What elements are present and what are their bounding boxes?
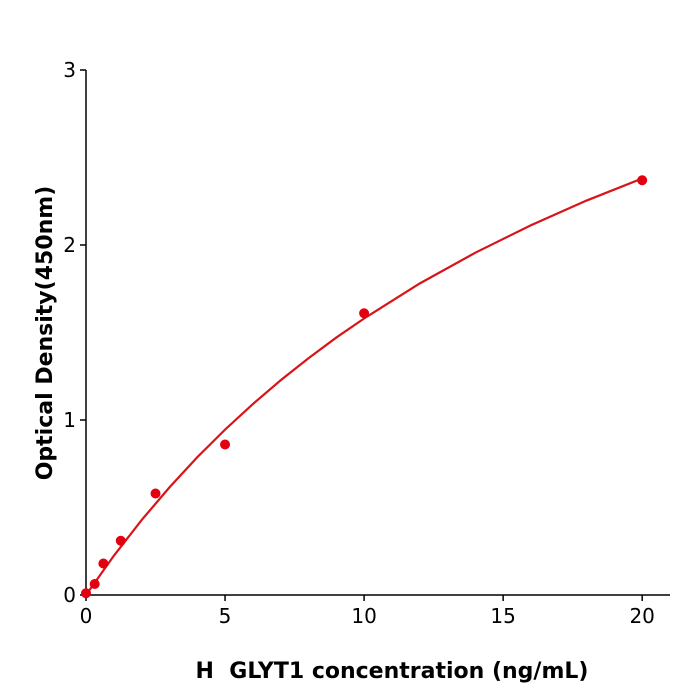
data-point	[150, 488, 161, 499]
y-tick-label: 0	[63, 583, 76, 607]
data-point	[89, 578, 100, 589]
y-tick-label: 3	[63, 58, 76, 82]
y-tick-label: 2	[63, 233, 76, 257]
data-point	[220, 439, 231, 450]
data-point	[115, 535, 126, 546]
x-tick-label: 20	[629, 604, 654, 628]
data-point	[98, 558, 109, 569]
data-point	[359, 308, 370, 319]
y-tick-label: 1	[63, 408, 76, 432]
x-axis-label: H GLYT1 concentration (ng/mL)	[196, 659, 589, 684]
x-tick-label: 10	[351, 604, 376, 628]
y-axis-label: Optical Density(450nm)	[33, 186, 58, 481]
data-point	[81, 588, 91, 599]
data-point	[637, 175, 648, 186]
x-tick-label: 15	[490, 604, 515, 628]
x-tick-label: 5	[219, 604, 232, 628]
fit-curve	[85, 177, 643, 596]
x-tick-label: 0	[80, 604, 93, 628]
